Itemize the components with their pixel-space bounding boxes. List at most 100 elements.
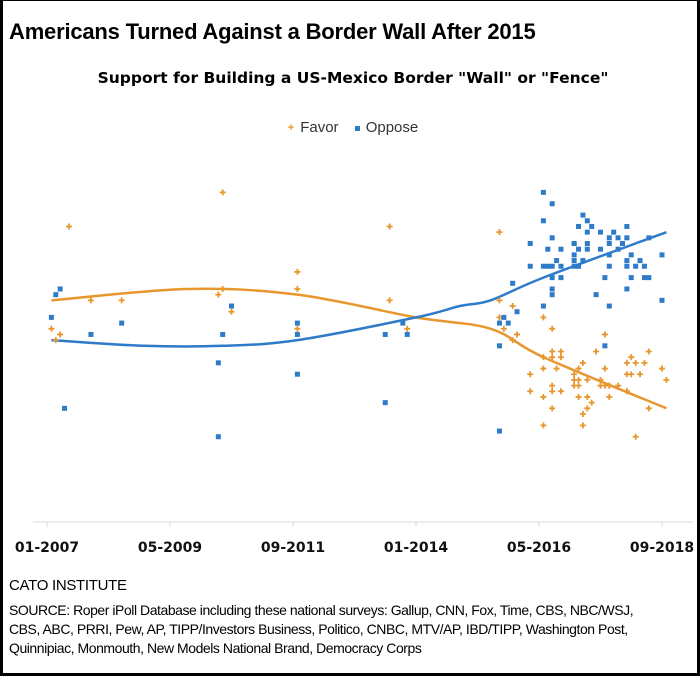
data-point-favor: [579, 411, 586, 418]
data-point-favor: [584, 393, 591, 400]
data-point-oppose: [558, 246, 564, 252]
data-point-favor: [632, 433, 639, 440]
data-point-oppose: [540, 263, 546, 269]
data-point-oppose: [659, 297, 665, 303]
data-point-oppose: [624, 223, 630, 229]
data-point-oppose: [215, 434, 221, 440]
data-point-oppose: [593, 292, 599, 298]
data-point-favor: [118, 297, 125, 304]
data-point-favor: [496, 297, 503, 304]
data-point-favor: [294, 325, 301, 332]
data-point-oppose: [584, 229, 590, 235]
data-point-oppose: [576, 246, 582, 252]
data-point-oppose: [527, 241, 533, 247]
data-point-favor: [575, 376, 582, 383]
data-point-favor: [48, 325, 55, 332]
data-point-oppose: [549, 286, 555, 292]
data-point-oppose: [215, 360, 221, 366]
data-point-favor: [549, 354, 556, 361]
data-point-favor: [514, 331, 521, 338]
data-point-oppose: [615, 246, 621, 252]
data-point-favor: [579, 359, 586, 366]
data-point-favor: [584, 376, 591, 383]
data-point-favor: [386, 297, 393, 304]
data-point-favor: [579, 422, 586, 429]
data-point-favor: [219, 189, 226, 196]
source-line: Quinnipiac, Monmouth, New Models Nationa…: [9, 640, 422, 656]
legend: + Favor Oppose: [3, 119, 697, 136]
square-marker-icon: [354, 125, 360, 131]
data-point-oppose: [88, 331, 94, 337]
organization-label: CATO INSTITUTE: [9, 577, 127, 594]
data-point-favor: [632, 359, 639, 366]
data-point-oppose: [549, 235, 555, 241]
data-point-oppose: [611, 229, 617, 235]
data-point-favor: [553, 365, 560, 372]
data-point-oppose: [540, 303, 546, 309]
data-point-favor: [549, 325, 556, 332]
data-point-oppose: [501, 314, 507, 320]
data-point-favor: [57, 331, 64, 338]
source-line: SOURCE: Roper iPoll Database including t…: [9, 602, 634, 618]
data-point-favor: [575, 365, 582, 372]
data-point-oppose: [527, 263, 533, 269]
data-point-favor: [549, 382, 556, 389]
legend-item-favor: + Favor: [288, 119, 339, 136]
data-point-favor: [65, 223, 72, 230]
data-point-oppose: [584, 241, 590, 247]
data-point-oppose: [294, 320, 300, 326]
data-point-oppose: [404, 331, 410, 337]
source-note: SOURCE: Roper iPoll Database including t…: [9, 601, 697, 658]
data-point-oppose: [558, 263, 564, 269]
data-point-favor: [509, 337, 516, 344]
x-tick-label: 01-2007: [15, 540, 79, 556]
plus-marker-icon: +: [287, 122, 295, 135]
data-point-oppose: [558, 275, 564, 281]
data-point-oppose: [606, 252, 612, 258]
data-point-favor: [597, 376, 604, 383]
data-point-favor: [386, 223, 393, 230]
legend-label-oppose: Oppose: [365, 119, 419, 136]
data-point-favor: [601, 365, 608, 372]
data-point-oppose: [628, 252, 634, 258]
data-point-favor: [575, 382, 582, 389]
data-point-oppose: [554, 258, 560, 264]
data-point-oppose: [294, 371, 300, 377]
data-point-oppose: [62, 405, 68, 411]
legend-label-favor: Favor: [300, 119, 339, 136]
data-point-favor: [540, 365, 547, 372]
data-point-favor: [404, 325, 411, 332]
data-point-oppose: [57, 286, 63, 292]
data-point-favor: [294, 285, 301, 292]
legend-item-oppose: Oppose: [354, 119, 419, 136]
data-point-oppose: [400, 320, 406, 326]
data-point-favor: [52, 337, 59, 344]
data-point-oppose: [505, 320, 511, 326]
data-point-oppose: [545, 246, 551, 252]
data-point-favor: [540, 422, 547, 429]
data-point-oppose: [545, 263, 551, 269]
data-point-favor: [215, 291, 222, 298]
data-point-oppose: [606, 263, 612, 269]
data-point-oppose: [646, 235, 652, 241]
data-point-favor: [623, 371, 630, 378]
data-point-oppose: [602, 275, 608, 281]
data-point-oppose: [549, 201, 555, 207]
data-point-oppose: [589, 223, 595, 229]
data-point-oppose: [641, 275, 647, 281]
data-point-oppose: [641, 263, 647, 269]
data-point-oppose: [496, 320, 502, 326]
data-point-oppose: [382, 331, 388, 337]
data-point-favor: [645, 405, 652, 412]
data-point-oppose: [602, 343, 608, 349]
data-point-favor: [575, 393, 582, 400]
data-point-favor: [540, 314, 547, 321]
data-point-favor: [615, 382, 622, 389]
data-point-oppose: [633, 263, 639, 269]
data-point-favor: [606, 382, 613, 389]
data-point-oppose: [637, 258, 643, 264]
data-point-oppose: [624, 235, 630, 241]
data-point-favor: [641, 359, 648, 366]
data-point-favor: [623, 388, 630, 395]
